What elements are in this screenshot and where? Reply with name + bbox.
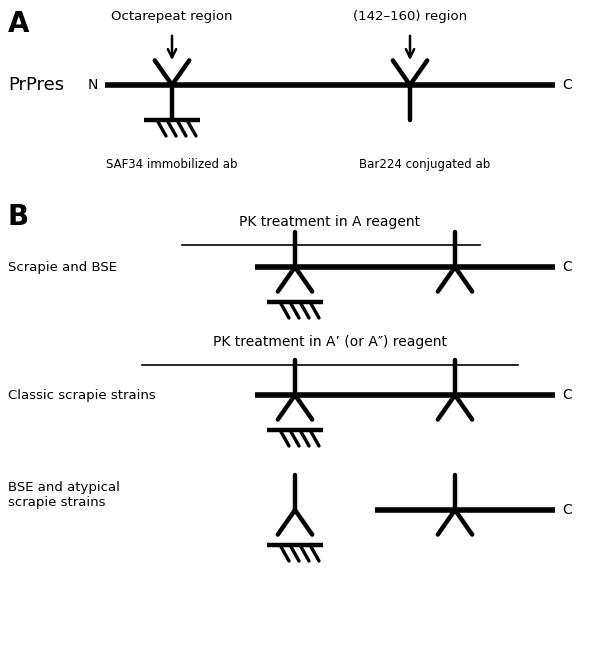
Text: Octarepeat region: Octarepeat region (111, 10, 233, 23)
Text: A: A (8, 10, 29, 38)
Text: C: C (562, 78, 572, 92)
Text: Scrapie and BSE: Scrapie and BSE (8, 261, 117, 273)
Text: PK treatment in A’ (or A″) reagent: PK treatment in A’ (or A″) reagent (213, 335, 447, 349)
Text: Classic scrapie strains: Classic scrapie strains (8, 388, 156, 401)
Text: (142–160) region: (142–160) region (353, 10, 467, 23)
Text: B: B (8, 203, 29, 231)
Text: N: N (88, 78, 98, 92)
Text: C: C (562, 388, 572, 402)
Text: Bar224 conjugated ab: Bar224 conjugated ab (359, 158, 491, 171)
Text: PK treatment in A reagent: PK treatment in A reagent (239, 215, 421, 229)
Text: PrPres: PrPres (8, 76, 64, 94)
Text: BSE and atypical
scrapie strains: BSE and atypical scrapie strains (8, 481, 120, 509)
Text: C: C (562, 260, 572, 274)
Text: C: C (562, 503, 572, 517)
Text: SAF34 immobilized ab: SAF34 immobilized ab (106, 158, 238, 171)
